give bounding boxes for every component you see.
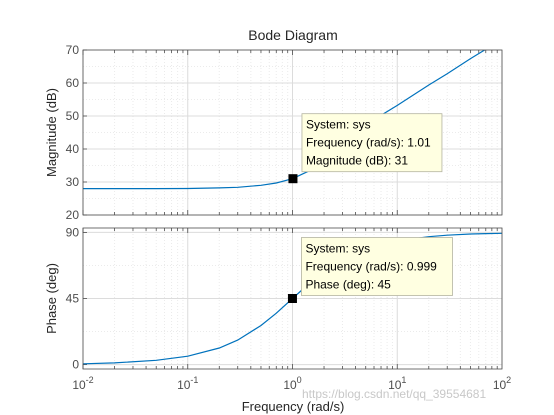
panel-magnitude: 20 30 40 50 60 70 Magnitude (dB) System: sys Fre…	[44, 43, 503, 222]
x-tick-label: 100	[283, 375, 301, 392]
datatip: System: sys Frequency (rad/s): 1.01 Magnit…	[301, 113, 443, 173]
x-axis-label: Frequency (rad/s)	[242, 399, 345, 414]
watermark: https://blog.csdn.net/qq_39554681	[302, 387, 486, 401]
y-tick-label: 50	[66, 109, 80, 123]
x-tick-label: 10-2	[72, 375, 93, 392]
y-axis-label: Phase (deg)	[44, 263, 59, 334]
y-tick-label: 20	[66, 208, 80, 222]
y-tick-label: 45	[66, 292, 80, 306]
datatip-marker	[288, 174, 298, 184]
x-tick-label: 102	[493, 375, 511, 392]
datatip-marker	[287, 294, 297, 303]
datatip-line: Magnitude (dB): 31	[306, 154, 408, 168]
y-tick-label: 30	[66, 175, 80, 189]
datatip-line: Phase (deg): 45	[305, 278, 391, 292]
datatip-line: Frequency (rad/s): 1.01	[306, 136, 431, 150]
datatip-line: Frequency (rad/s): 0.999	[305, 260, 437, 274]
y-tick-label: 0	[72, 358, 79, 372]
y-tick-label: 40	[66, 142, 80, 156]
chart-title: Bode Diagram	[248, 27, 338, 43]
datatip-line: System: sys	[306, 118, 371, 132]
axes-frame	[82, 227, 503, 370]
datatip: System: sys Frequency (rad/s): 0.999 Phase…	[301, 237, 453, 296]
panel-phase: 0 45 90 Phase (deg) System: sys Frequency (ra…	[44, 225, 503, 372]
y-tick-label: 60	[66, 76, 80, 90]
datatip-line: System: sys	[305, 242, 370, 256]
datatip-box	[301, 237, 453, 296]
x-tick-label: 101	[388, 375, 406, 392]
x-tick-label: 10-1	[177, 375, 198, 392]
axes-frame	[82, 49, 503, 216]
datatip-box	[301, 113, 443, 173]
y-tick-label: 70	[66, 43, 80, 57]
y-tick-label: 90	[66, 225, 80, 239]
y-axis-label: Magnitude (dB)	[44, 88, 59, 177]
